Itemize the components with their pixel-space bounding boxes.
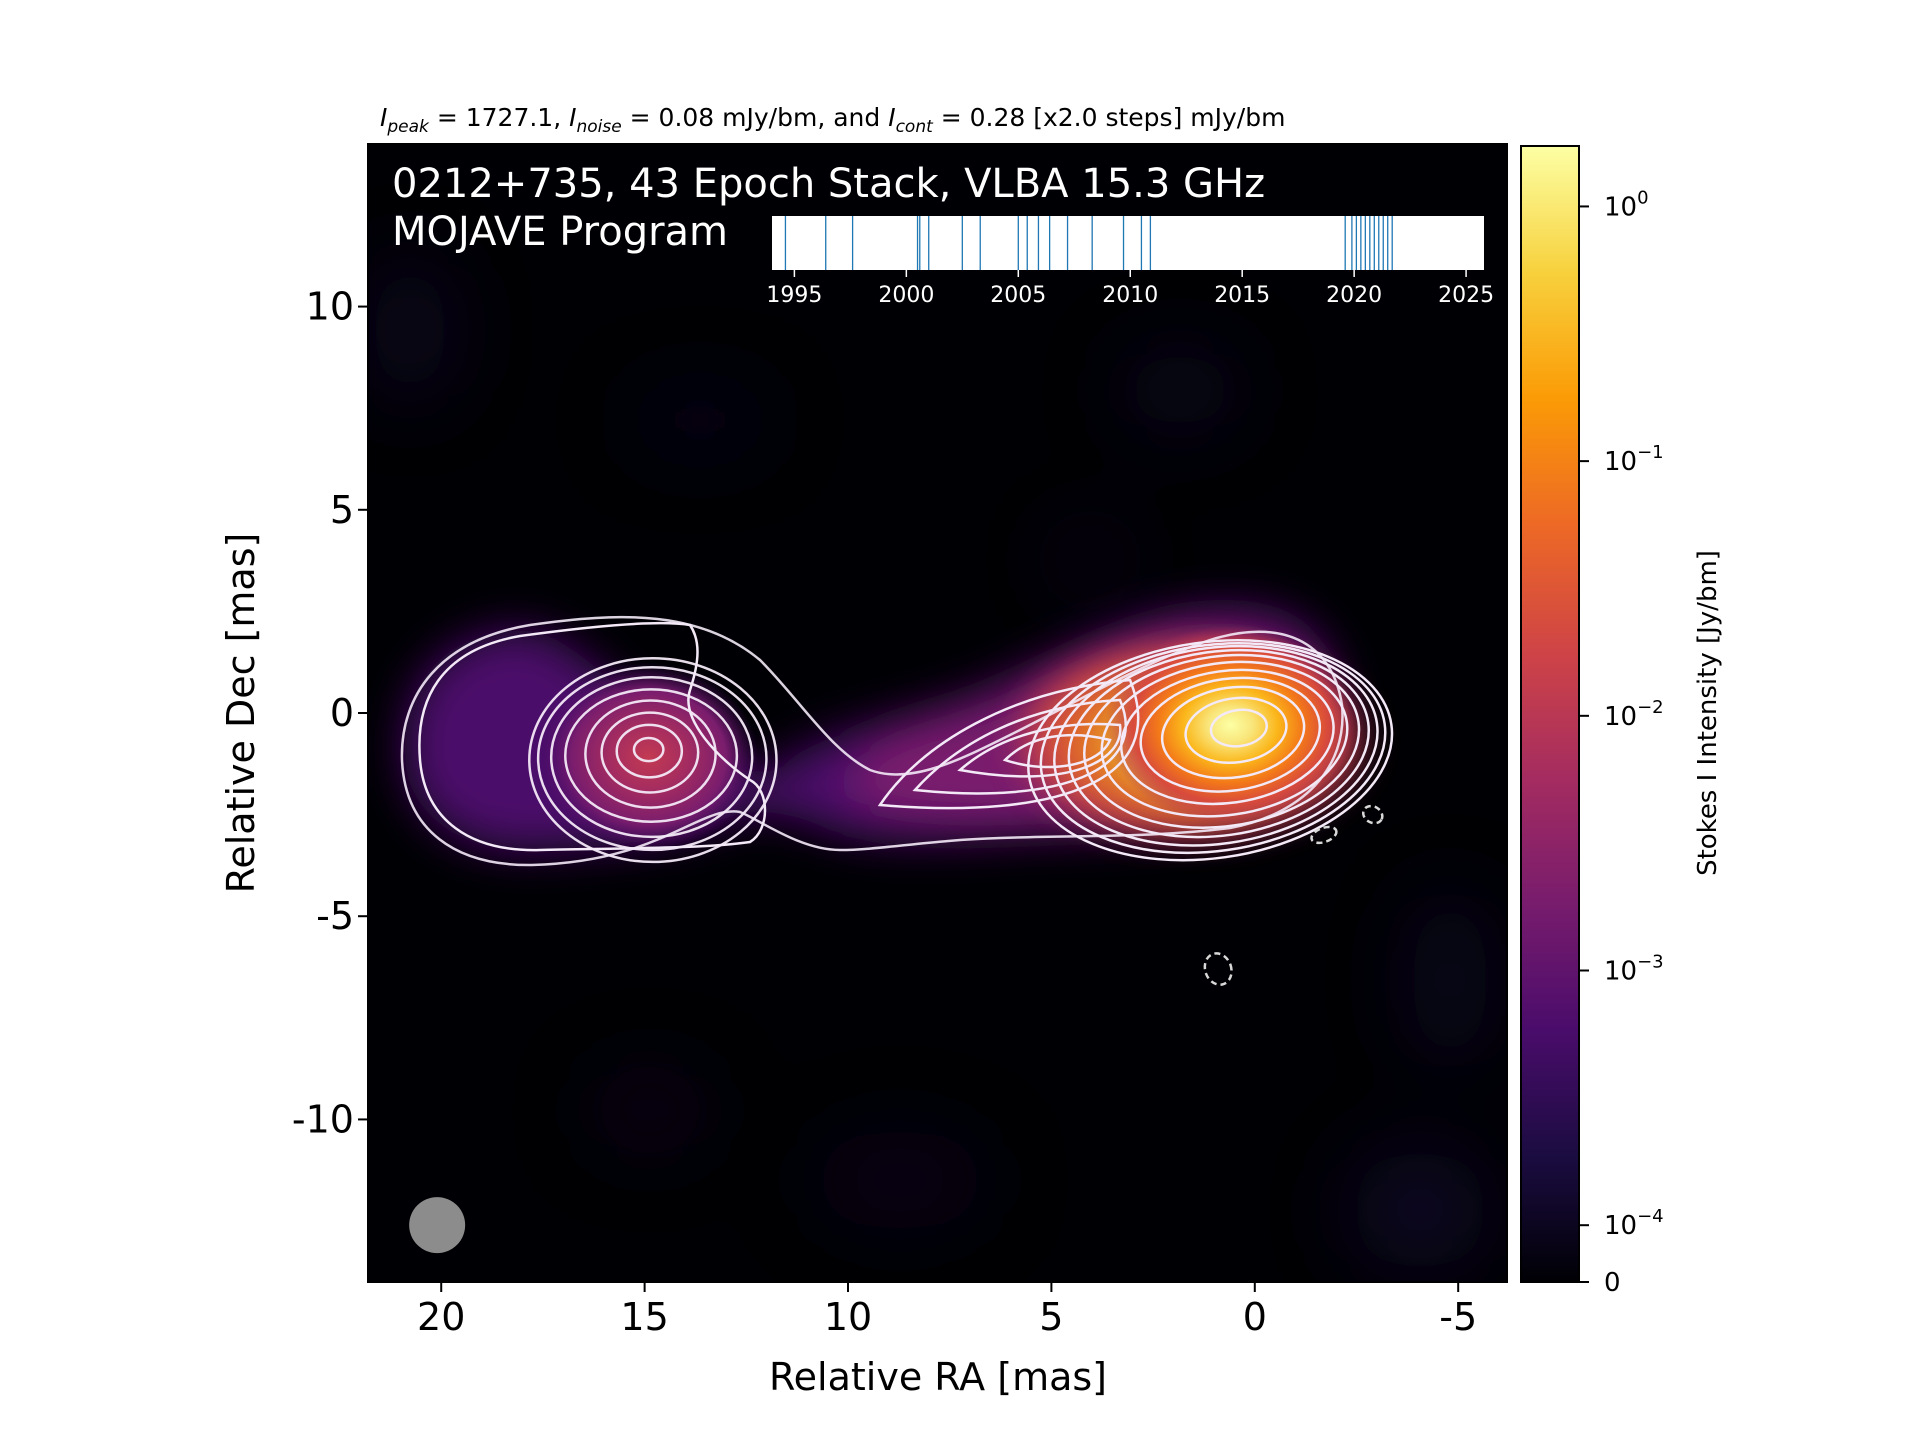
contour-lobe xyxy=(549,676,754,839)
contour-lobe xyxy=(632,736,665,763)
x-tick-label: 10 xyxy=(824,1295,872,1339)
contour-lobe xyxy=(600,711,700,794)
x-tick-label: -5 xyxy=(1439,1295,1477,1339)
y-tick-label: -10 xyxy=(292,1097,354,1141)
x-tick-label: 5 xyxy=(1039,1295,1063,1339)
contour-lines xyxy=(400,615,1394,867)
y-tick-label: 0 xyxy=(330,691,354,735)
y-tick-label: 10 xyxy=(306,285,354,329)
colorbar-tick-label: 10−2 xyxy=(1604,697,1664,732)
contour-core xyxy=(1100,660,1349,818)
contour-core xyxy=(1119,668,1335,806)
negative-contours xyxy=(1203,804,1384,986)
contour-outermost xyxy=(400,615,1344,867)
contour-core xyxy=(1184,696,1288,764)
contour-jet xyxy=(1002,734,1112,769)
x-tick-label: 20 xyxy=(417,1295,465,1339)
timeline-tick-label: 2005 xyxy=(990,283,1046,308)
contour-jet xyxy=(877,678,1140,810)
timeline-tick-label: 2000 xyxy=(878,283,934,308)
negative-contour xyxy=(1203,952,1233,986)
x-axis-label: Relative RA [mas] xyxy=(769,1355,1107,1399)
negative-contour xyxy=(1310,825,1338,845)
contour-core xyxy=(1139,676,1322,793)
colorbar-tick-label: 10−3 xyxy=(1604,952,1664,987)
y-tick-label: -5 xyxy=(316,894,354,938)
chart-title: 0212+735, 43 Epoch Stack, VLBA 15.3 GHz xyxy=(392,161,1265,207)
stats-header: Ipeak = 1727.1, Inoise = 0.08 mJy/bm, an… xyxy=(380,103,1285,137)
y-axis-label: Relative Dec [mas] xyxy=(219,533,263,894)
x-tick-label: 0 xyxy=(1243,1295,1267,1339)
timeline-tick-label: 2015 xyxy=(1214,283,1270,308)
contour-jet xyxy=(912,698,1127,795)
contour-core xyxy=(1209,708,1268,748)
contour-lobe-outer xyxy=(418,621,767,852)
contour-lobe xyxy=(564,688,739,823)
y-axis: 10 5 0 -5 -10 xyxy=(292,285,368,1141)
noise-texture xyxy=(370,260,1490,1270)
colorbar-tick-label: 10−4 xyxy=(1604,1206,1664,1241)
contour-lobe xyxy=(615,723,684,779)
timeline-box xyxy=(772,216,1484,270)
epoch-timeline: 1995 2000 2005 2010 2015 2020 2025 xyxy=(766,216,1494,308)
contour-core xyxy=(1053,644,1379,847)
colorbar-frame xyxy=(1520,145,1580,1283)
colorbar-ticks: 100 10−1 10−2 10−3 10−4 0 xyxy=(1579,187,1664,1298)
beam-ellipse xyxy=(409,1197,466,1254)
negative-contour xyxy=(1361,804,1384,825)
contour-lobe xyxy=(536,665,768,852)
colorbar-tick-label: 0 xyxy=(1604,1268,1621,1298)
intensity-image: 1995 2000 2005 2010 2015 2020 2025 0212+735, 4… xyxy=(368,144,1507,1282)
x-tick-label: 15 xyxy=(620,1295,668,1339)
y-tick-label: 5 xyxy=(330,488,354,532)
timeline-tick-label: 2025 xyxy=(1438,283,1494,308)
colorbar-tick-label: 100 xyxy=(1604,187,1649,222)
colorbar-gradient xyxy=(1521,146,1579,1282)
x-axis: 20 15 10 5 0 -5 xyxy=(417,1282,1477,1339)
contour-core xyxy=(1160,685,1306,780)
colorbar-label: Stokes I Intensity [Jy/bm] xyxy=(1693,550,1723,876)
colorbar: 100 10−1 10−2 10−3 10−4 0 Stokes I Intensity … xyxy=(1520,145,1723,1298)
contour-lobe xyxy=(584,699,717,809)
timeline-tick-label: 1995 xyxy=(766,283,822,308)
timeline-tick-label: 2010 xyxy=(1102,283,1158,308)
contour-jet xyxy=(957,722,1122,778)
contour-core xyxy=(1039,641,1387,855)
contour-lobe xyxy=(528,656,778,864)
colorbar-tick-label: 10−1 xyxy=(1604,442,1664,477)
chart-subtitle: MOJAVE Program xyxy=(392,209,728,255)
timeline-tick-label: 2020 xyxy=(1326,283,1382,308)
